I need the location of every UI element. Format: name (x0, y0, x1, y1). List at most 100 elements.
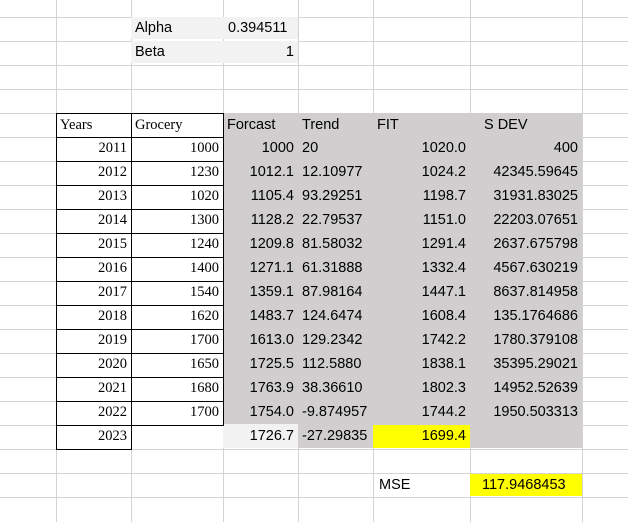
table-border-horizontal (56, 137, 224, 138)
cell-fit[interactable]: 1838.1 (421, 356, 466, 373)
cell-sdev[interactable]: 4567.630219 (493, 260, 578, 277)
cell-year[interactable]: 2018 (98, 308, 127, 325)
cell-year[interactable]: 2013 (98, 188, 127, 205)
cell-forecast[interactable]: 1105.4 (250, 188, 294, 205)
cell-sdev[interactable]: 31931.83025 (493, 188, 578, 205)
cell-forecast[interactable]: 1359.1 (249, 284, 294, 301)
cell-trend[interactable]: 38.36610 (302, 380, 363, 397)
cell-sdev[interactable]: 35395.29021 (493, 356, 578, 373)
cell-grocery[interactable]: 1400 (190, 260, 219, 277)
cell-year[interactable]: 2012 (98, 164, 127, 181)
table-border-horizontal (56, 425, 224, 426)
cell-sdev[interactable]: 1950.503313 (493, 404, 578, 421)
cell-sdev[interactable]: 2637.675798 (493, 236, 578, 253)
cell-grocery[interactable]: 1230 (190, 164, 219, 181)
cell-sdev[interactable]: 22203.07651 (493, 212, 578, 229)
cell-grocery[interactable]: 1620 (190, 308, 219, 325)
mse-value[interactable]: 117.9468453 (470, 474, 582, 496)
cell-year[interactable]: 2022 (98, 404, 127, 421)
cell-trend[interactable]: 22.79537 (302, 212, 363, 229)
cell-fit[interactable]: 1291.4 (421, 236, 466, 253)
cell-fit[interactable]: 1742.2 (421, 332, 466, 349)
cell-year[interactable]: 2020 (98, 356, 127, 373)
cell-forecast[interactable]: 1725.5 (249, 356, 294, 373)
cell-sdev[interactable]: 1780.379108 (493, 332, 578, 349)
cell-grocery[interactable]: 1650 (190, 356, 219, 373)
cell-forecast[interactable]: 1209.8 (249, 236, 294, 253)
table-border-horizontal (56, 161, 224, 162)
cell-forecast[interactable]: 1726.7 (249, 428, 294, 445)
header-fit[interactable]: FIT (377, 116, 399, 133)
table-border-horizontal (56, 329, 224, 330)
cell-forecast[interactable]: 1763.9 (249, 380, 294, 397)
cell-fit[interactable]: 1608.4 (421, 308, 466, 325)
cell-fit[interactable]: 1020.0 (421, 140, 466, 157)
cell-fit[interactable]: 1699.4 (373, 425, 470, 448)
mse-label[interactable]: MSE (379, 476, 411, 493)
cell-trend[interactable]: 20 (302, 140, 319, 157)
cell-trend[interactable]: 129.2342 (302, 332, 363, 349)
alpha-value[interactable]: 0.394511 (223, 17, 298, 39)
cell-grocery[interactable]: 1540 (190, 284, 219, 301)
header-grocery[interactable]: Grocery (135, 116, 183, 133)
cell-forecast[interactable]: 1128.2 (250, 212, 294, 229)
cell-forecast[interactable]: 1000 (261, 140, 294, 157)
cell-year[interactable]: 2011 (98, 140, 127, 157)
cell-fit[interactable]: 1024.2 (421, 164, 466, 181)
cell-trend[interactable]: 112.5880 (302, 356, 362, 373)
table-border-horizontal (56, 305, 224, 306)
cell-grocery[interactable]: 1700 (190, 404, 219, 421)
cell-fit[interactable]: 1332.4 (421, 260, 466, 277)
cell-fit[interactable]: 1744.2 (421, 404, 466, 421)
cell-forecast[interactable]: 1613.0 (249, 332, 294, 349)
cell-sdev[interactable]: 14952.52639 (493, 380, 578, 397)
cell-grocery[interactable]: 1240 (190, 236, 219, 253)
cell-year[interactable]: 2021 (98, 380, 127, 397)
table-border-horizontal (56, 353, 224, 354)
cell-year[interactable]: 2014 (98, 212, 127, 229)
cell-sdev[interactable]: 400 (553, 140, 578, 157)
cell-trend[interactable]: 12.10977 (302, 164, 363, 181)
table-border-horizontal (56, 377, 224, 378)
cell-trend[interactable]: -27.29835 (302, 428, 368, 445)
cell-fit[interactable]: 1447.1 (421, 284, 466, 301)
header-trend[interactable]: Trend (302, 116, 340, 133)
cell-fit[interactable]: 1802.3 (421, 380, 466, 397)
cell-year[interactable]: 2017 (98, 284, 127, 301)
table-border-vertical (56, 113, 57, 450)
cell-grocery[interactable]: 1300 (190, 212, 219, 229)
cell-grocery[interactable] (131, 425, 223, 448)
cell-forecast[interactable]: 1754.0 (249, 404, 294, 421)
cell-trend[interactable]: 93.29251 (302, 188, 363, 205)
cell-grocery[interactable]: 1000 (190, 140, 219, 157)
cell-trend[interactable]: 81.58032 (302, 236, 363, 253)
cell-forecast[interactable]: 1271.1 (249, 260, 294, 277)
table-border-horizontal (56, 281, 224, 282)
cell-fit[interactable]: 1151.0 (422, 212, 466, 229)
cell-sdev[interactable]: 42345.59645 (493, 164, 578, 181)
table-border-horizontal (56, 401, 224, 402)
cell-grocery[interactable]: 1020 (190, 188, 219, 205)
cell-trend[interactable]: -9.874957 (302, 404, 368, 421)
header-years[interactable]: Years (60, 116, 93, 133)
cell-trend[interactable]: 61.31888 (302, 260, 363, 277)
alpha-label[interactable]: Alpha (131, 17, 223, 39)
cell-sdev[interactable]: 8637.814958 (493, 284, 578, 301)
cell-year[interactable]: 2015 (98, 236, 127, 253)
cell-sdev[interactable] (470, 425, 582, 448)
cell-forecast[interactable]: 1483.7 (249, 308, 294, 325)
cell-grocery[interactable]: 1700 (190, 332, 219, 349)
beta-value[interactable]: 1 (223, 41, 298, 63)
cell-grocery[interactable]: 1680 (190, 380, 219, 397)
cell-sdev[interactable]: 135.1764686 (493, 308, 578, 325)
cell-year[interactable]: 2016 (98, 260, 127, 277)
header-forecast[interactable]: Forcast (227, 116, 276, 133)
cell-year[interactable]: 2019 (98, 332, 127, 349)
cell-forecast[interactable]: 1012.1 (249, 164, 294, 181)
header-sdev[interactable]: S DEV (484, 116, 528, 133)
cell-trend[interactable]: 124.6474 (302, 308, 363, 325)
cell-year[interactable]: 2023 (98, 428, 127, 445)
cell-trend[interactable]: 87.98164 (302, 284, 363, 301)
beta-label[interactable]: Beta (131, 41, 223, 63)
cell-fit[interactable]: 1198.7 (422, 188, 466, 205)
